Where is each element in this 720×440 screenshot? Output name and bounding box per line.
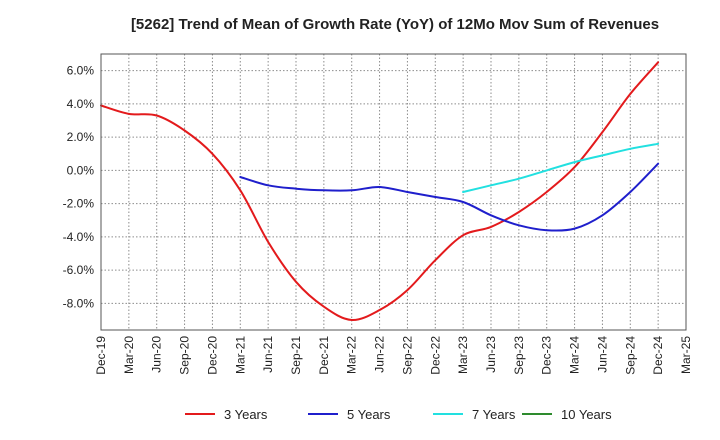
x-tick-label: Jun-22 xyxy=(373,336,387,373)
legend-label-7-years: 7 Years xyxy=(472,407,516,422)
x-tick-label: Sep-24 xyxy=(623,336,637,375)
legend-label-5-years: 5 Years xyxy=(347,407,391,422)
x-tick-label: Sep-20 xyxy=(178,336,192,375)
legend: 3 Years 5 Years 7 Years 10 Years xyxy=(185,407,612,422)
series-lines xyxy=(100,61,660,322)
x-tick-label: Dec-19 xyxy=(94,336,108,375)
x-tick-label: Sep-22 xyxy=(400,336,414,375)
x-tick-label: Mar-20 xyxy=(122,336,136,374)
plot-area-frame xyxy=(100,53,687,331)
y-tick-label: 6.0% xyxy=(67,64,95,78)
x-tick-label: Jun-21 xyxy=(261,336,275,373)
y-tick-label: 2.0% xyxy=(67,130,95,144)
chart-title: [5262] Trend of Mean of Growth Rate (YoY… xyxy=(131,16,659,33)
x-tick-label: Dec-23 xyxy=(540,336,554,375)
x-tick-label: Dec-20 xyxy=(205,336,219,375)
legend-label-3-years: 3 Years xyxy=(224,407,268,422)
x-tick-label: Mar-22 xyxy=(345,336,359,374)
x-tick-label: Jun-23 xyxy=(484,336,498,373)
x-tick-label: Dec-24 xyxy=(651,336,665,375)
y-tick-label: 0.0% xyxy=(67,163,95,177)
x-tick-label: Jun-20 xyxy=(150,336,164,373)
y-tick-label: 4.0% xyxy=(67,97,95,111)
y-tick-label: -6.0% xyxy=(63,263,95,277)
grid xyxy=(101,54,686,330)
y-tick-label: -4.0% xyxy=(63,230,95,244)
y-tick-label: -2.0% xyxy=(63,197,95,211)
legend-label-10-years: 10 Years xyxy=(561,407,612,422)
x-tick-label: Dec-21 xyxy=(317,336,331,375)
x-tick-label: Sep-23 xyxy=(512,336,526,375)
x-tick-label: Mar-21 xyxy=(233,336,247,374)
x-tick-label: Mar-24 xyxy=(568,336,582,374)
x-tick-label: Sep-21 xyxy=(289,336,303,375)
x-tick-label: Dec-22 xyxy=(428,336,442,375)
x-tick-label: Mar-25 xyxy=(679,336,693,374)
y-tick-label: -8.0% xyxy=(63,296,95,310)
series-line-5-years xyxy=(239,162,660,232)
axis-ticks: Dec-19 Mar-20 Jun-20 Sep-20 Dec-20 Mar-21 Jun-… xyxy=(63,64,693,375)
series-line-3-years xyxy=(100,61,660,322)
x-tick-label: Mar-23 xyxy=(456,336,470,374)
x-tick-label: Jun-24 xyxy=(595,336,609,373)
series-line-7-years xyxy=(462,142,660,193)
